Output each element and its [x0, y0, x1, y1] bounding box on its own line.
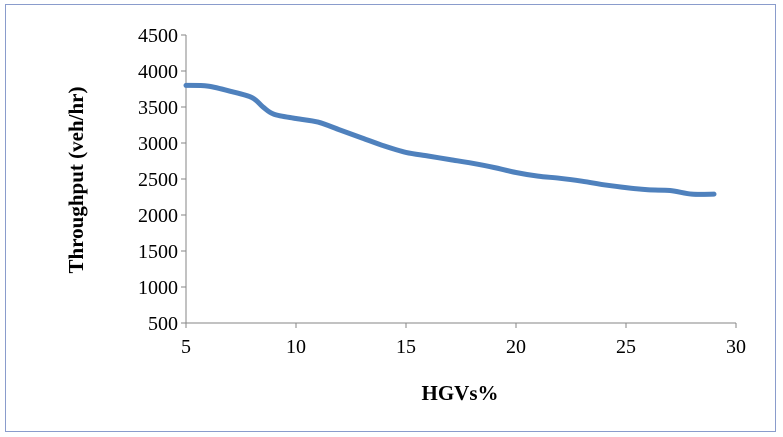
y-tick-label: 1500 [138, 241, 178, 263]
x-tick-label: 5 [181, 336, 191, 358]
chart-frame [5, 4, 776, 432]
y-tick-label: 500 [148, 313, 178, 335]
x-tick-label: 25 [616, 336, 636, 358]
y-axis-title: Throughput (veh/hr) [64, 87, 88, 274]
x-tick-label: 10 [286, 336, 306, 358]
x-tick-label: 30 [726, 336, 746, 358]
y-tick-label: 4000 [138, 61, 178, 83]
y-tick-label: 3500 [138, 97, 178, 119]
series-line [183, 82, 717, 197]
y-tick-label: 1000 [138, 277, 178, 299]
y-tick-label: 2500 [138, 169, 178, 191]
x-tick-label: 20 [506, 336, 526, 358]
x-tick-label: 15 [396, 336, 416, 358]
y-tick-label: 2000 [138, 205, 178, 227]
y-tick-label: 3000 [138, 133, 178, 155]
x-axis-title: HGVs% [421, 381, 498, 405]
y-tick-label: 4500 [138, 25, 178, 47]
